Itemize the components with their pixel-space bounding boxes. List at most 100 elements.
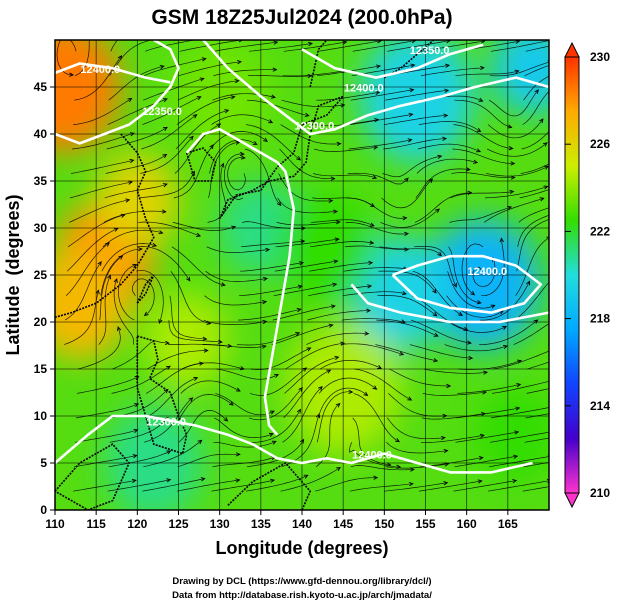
streamline-arrow (269, 410, 275, 415)
streamline (239, 285, 302, 297)
streamline-arrow (265, 247, 271, 252)
streamline-arrow (223, 417, 229, 422)
coastline (309, 40, 328, 88)
streamline (347, 172, 409, 185)
streamline (453, 480, 517, 492)
streamline-arrow (432, 311, 438, 317)
streamline (518, 207, 549, 223)
streamline-arrow (584, 406, 588, 409)
colorbar-extend-min (564, 492, 580, 509)
streamline (181, 362, 245, 370)
streamline-arrow (295, 332, 301, 337)
contour-label: 12350.0 (410, 45, 450, 57)
streamline (525, 45, 549, 52)
streamline (281, 414, 320, 468)
streamline-arrow (514, 430, 520, 435)
height-contour (55, 414, 533, 474)
streamline-arrow (188, 397, 194, 402)
streamline-arrow (231, 225, 237, 230)
streamline (389, 368, 451, 387)
streamline-arrow (483, 370, 489, 375)
streamline (317, 387, 368, 419)
y-tick-label: 15 (34, 362, 48, 376)
streamline (71, 159, 134, 174)
streamline-arrow (166, 478, 172, 483)
streamline (70, 181, 133, 199)
streamline (489, 431, 549, 443)
streamline (180, 380, 241, 394)
streamline-arrow (162, 126, 168, 132)
streamline-arrow (200, 477, 206, 482)
streamline (77, 376, 139, 394)
streamline-arrow (432, 288, 437, 294)
streamline-arrow (534, 89, 539, 95)
streamline-arrow (539, 118, 544, 124)
streamline-arrow (308, 41, 314, 47)
streamline-arrow (550, 379, 554, 382)
streamline-arrow (386, 462, 392, 467)
streamline-arrow (299, 438, 305, 444)
streamline (341, 318, 406, 323)
streamline (342, 291, 406, 297)
streamline-arrow (442, 136, 448, 141)
streamline (481, 238, 505, 297)
streamline-arrow (613, 183, 617, 186)
streamline (56, 40, 77, 76)
streamline (314, 146, 378, 152)
field-patch (474, 387, 549, 482)
streamline (209, 139, 257, 174)
streamline (450, 191, 514, 199)
streamline (385, 90, 449, 101)
streamline (241, 240, 305, 248)
streamline-arrow (271, 440, 277, 445)
streamline-arrow (514, 69, 520, 74)
streamline-arrow (607, 247, 611, 250)
streamline-arrow (372, 175, 378, 180)
streamline-arrow (120, 213, 126, 218)
height-contour (55, 62, 171, 84)
streamline-arrow (252, 140, 258, 145)
streamline-arrow (196, 96, 202, 101)
streamline (73, 480, 136, 492)
streamline-arrow (328, 198, 334, 203)
streamline-arrow (262, 300, 268, 305)
streamline (446, 295, 504, 318)
y-tick-label: 5 (40, 456, 47, 470)
streamline (313, 173, 377, 179)
streamline (488, 480, 549, 492)
streamline (527, 361, 549, 370)
streamline-arrow (404, 247, 410, 252)
streamline (489, 456, 549, 468)
streamline-arrow (366, 308, 371, 313)
streamline-arrow (235, 387, 241, 392)
streamline (418, 121, 481, 132)
y-tick-label: 30 (34, 221, 48, 235)
streamline-arrow (113, 277, 118, 283)
streamline (523, 462, 549, 468)
streamline (384, 482, 448, 492)
streamline (246, 439, 304, 468)
streamline-arrow (585, 380, 589, 383)
streamline-arrow (262, 276, 268, 282)
contour-label: 12400.0 (352, 449, 392, 461)
streamline-arrow (404, 231, 410, 237)
coastline (218, 95, 344, 220)
streamline (479, 319, 538, 345)
streamline-arrow (468, 355, 474, 361)
streamline (177, 80, 239, 101)
streamline (492, 350, 549, 370)
streamline-arrow (336, 141, 342, 147)
streamline (387, 40, 451, 52)
streamline-arrow (605, 269, 609, 272)
field-patch (425, 218, 541, 351)
streamline-arrow (473, 159, 479, 164)
streamline-arrow (318, 385, 323, 391)
streamline-arrow (583, 430, 587, 433)
streamline-arrow (396, 464, 402, 469)
streamline (179, 40, 243, 52)
streamline-arrow (369, 222, 375, 227)
streamline (247, 75, 312, 77)
streamline-arrow (550, 349, 554, 352)
streamline-arrow (478, 97, 484, 102)
streamline-arrow (196, 232, 202, 237)
